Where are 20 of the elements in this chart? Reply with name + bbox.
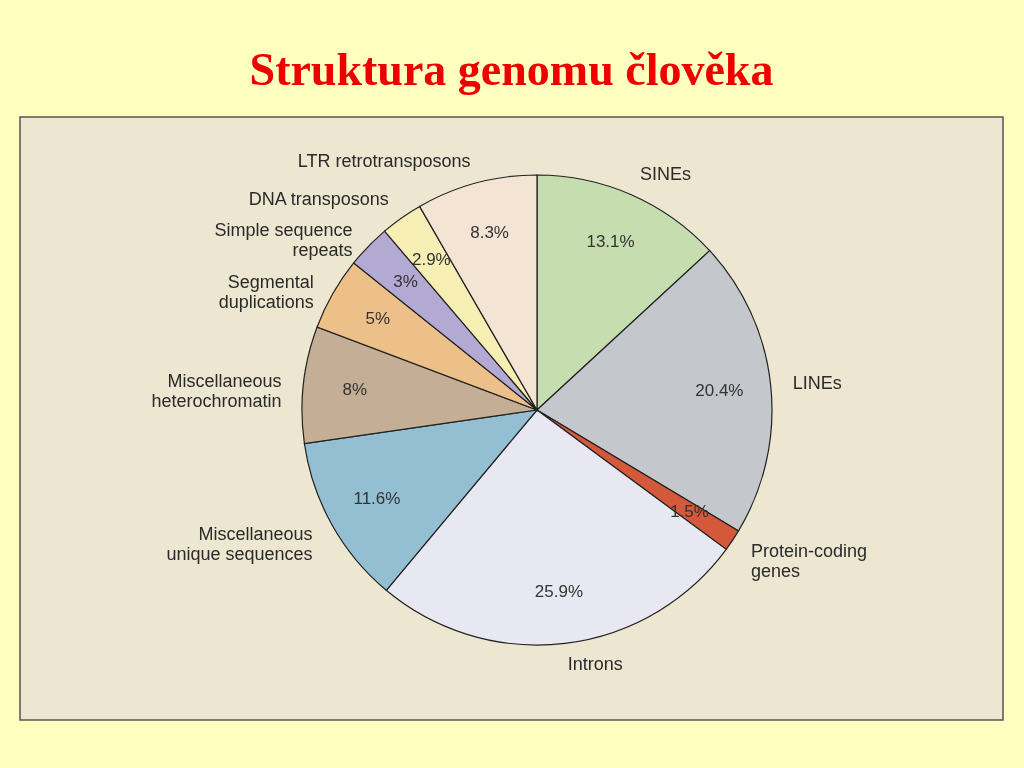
data-label: 5%: [365, 309, 391, 329]
slice-label: Introns: [567, 654, 623, 675]
slice-label: Miscellaneous heterochromatin: [151, 371, 282, 412]
data-label: 3%: [393, 272, 418, 292]
chart-title: Struktura genomu člověka: [249, 44, 774, 95]
slice-label: DNA transposons: [248, 189, 389, 210]
data-label: 25.9%: [534, 581, 583, 601]
data-label: 13.1%: [586, 232, 635, 252]
slice-label: Simple sequence repeats: [214, 220, 353, 261]
data-label: 11.6%: [353, 489, 401, 509]
slice-label: Miscellaneous unique sequences: [166, 524, 313, 565]
data-label: 8.3%: [470, 222, 509, 242]
data-label: 2.9%: [411, 250, 451, 270]
slice-label: LTR retrotransposons: [297, 150, 471, 171]
slice-label: SINEs: [640, 163, 692, 184]
slice-label: Segmental duplications: [218, 271, 314, 312]
data-label: 20.4%: [695, 381, 744, 401]
slice-label: LINEs: [792, 372, 842, 393]
data-label: 8%: [342, 380, 368, 400]
slice-label: Protein-coding genes: [750, 541, 867, 582]
